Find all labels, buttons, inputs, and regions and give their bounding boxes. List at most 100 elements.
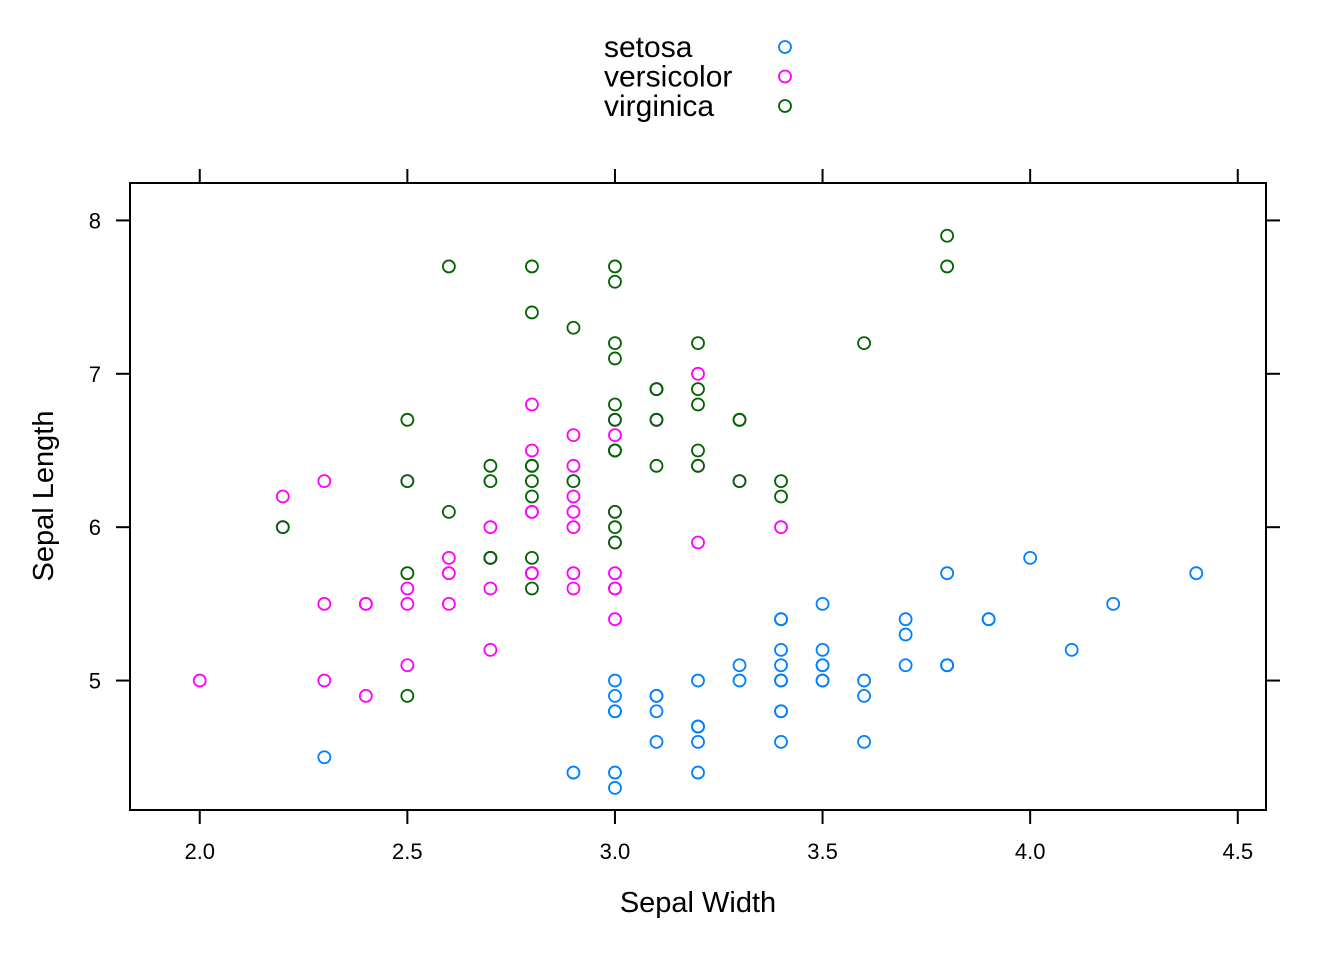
data-point — [857, 336, 871, 351]
series-virginica — [275, 228, 955, 703]
data-point — [566, 320, 581, 335]
legend-label: setosa — [604, 31, 693, 64]
data-point — [898, 627, 913, 642]
y-tick-label: 6 — [89, 515, 101, 540]
data-point — [400, 566, 415, 581]
x-tick-label: 2.0 — [184, 839, 215, 864]
data-point — [525, 397, 539, 412]
data-point — [898, 658, 913, 673]
data-point — [1064, 642, 1079, 657]
data-point — [691, 719, 705, 734]
data-point — [358, 688, 373, 703]
data-point — [441, 550, 456, 565]
data-point — [691, 397, 705, 412]
data-point — [608, 259, 622, 274]
data-point — [691, 735, 705, 749]
data-point — [691, 535, 705, 550]
x-tick-label: 3.0 — [600, 839, 631, 864]
data-point — [483, 474, 498, 489]
data-point — [649, 412, 664, 427]
data-point — [608, 274, 622, 289]
data-point — [1106, 596, 1121, 611]
legend-item-versicolor: versicolor — [604, 61, 792, 94]
data-point — [1023, 550, 1038, 565]
series-setosa — [317, 550, 1204, 795]
data-point — [608, 397, 622, 412]
data-point — [400, 474, 415, 489]
data-point — [608, 504, 622, 519]
data-point — [608, 336, 622, 351]
data-points — [192, 228, 1204, 795]
data-point — [358, 596, 373, 611]
data-point — [1189, 566, 1204, 581]
data-point — [649, 688, 664, 703]
data-point — [192, 673, 207, 688]
data-point — [649, 735, 664, 749]
y-axis: 5 6 7 8 — [89, 208, 1280, 694]
data-point — [774, 642, 788, 657]
data-point — [940, 658, 955, 673]
data-point — [815, 642, 830, 657]
data-point — [815, 658, 830, 673]
data-point — [691, 443, 705, 458]
legend-item-setosa: setosa — [604, 31, 792, 64]
data-point — [815, 673, 830, 688]
data-point — [441, 596, 456, 611]
data-point — [857, 688, 871, 703]
data-point — [566, 474, 581, 489]
legend-item-virginica: virginica — [604, 90, 792, 123]
data-point — [400, 688, 415, 703]
data-point — [608, 688, 622, 703]
data-point — [691, 366, 705, 381]
data-point — [732, 412, 747, 427]
data-point — [774, 704, 788, 719]
data-point — [525, 504, 539, 519]
data-point — [649, 382, 664, 397]
x-tick-label: 3.5 — [807, 839, 838, 864]
data-point — [566, 566, 581, 581]
data-point — [649, 458, 664, 473]
data-point — [774, 673, 788, 688]
legend-marker — [778, 99, 792, 113]
data-point — [483, 581, 498, 596]
data-point — [981, 612, 996, 627]
data-point — [608, 351, 622, 366]
data-point — [608, 566, 622, 581]
data-point — [317, 596, 332, 611]
data-point — [483, 550, 498, 565]
data-point — [774, 658, 788, 673]
data-point — [691, 673, 705, 688]
data-point — [691, 765, 705, 780]
data-point — [608, 612, 622, 627]
x-axis-title: Sepal Width — [620, 887, 776, 919]
data-point — [483, 458, 498, 473]
data-point — [525, 489, 539, 504]
data-point — [483, 520, 498, 535]
data-point — [608, 581, 622, 596]
x-tick-label: 2.5 — [392, 839, 423, 864]
data-point — [525, 566, 539, 581]
data-point — [317, 750, 332, 765]
y-tick-label: 7 — [89, 362, 101, 387]
legend-marker — [778, 69, 792, 84]
data-point — [317, 673, 332, 688]
data-point — [441, 504, 456, 519]
data-point — [566, 581, 581, 596]
data-point — [525, 259, 539, 274]
data-point — [608, 428, 622, 443]
data-point — [857, 673, 871, 688]
data-point — [649, 704, 664, 719]
data-point — [608, 412, 622, 427]
data-point — [275, 489, 290, 504]
y-tick-label: 8 — [89, 208, 101, 233]
data-point — [774, 520, 788, 535]
data-point — [857, 735, 871, 749]
data-point — [566, 520, 581, 535]
data-point — [275, 520, 290, 535]
series-versicolor — [192, 366, 788, 703]
data-point — [525, 305, 539, 320]
data-point — [774, 735, 788, 749]
plot-frame — [129, 182, 1267, 811]
data-point — [566, 458, 581, 473]
data-point — [483, 642, 498, 657]
